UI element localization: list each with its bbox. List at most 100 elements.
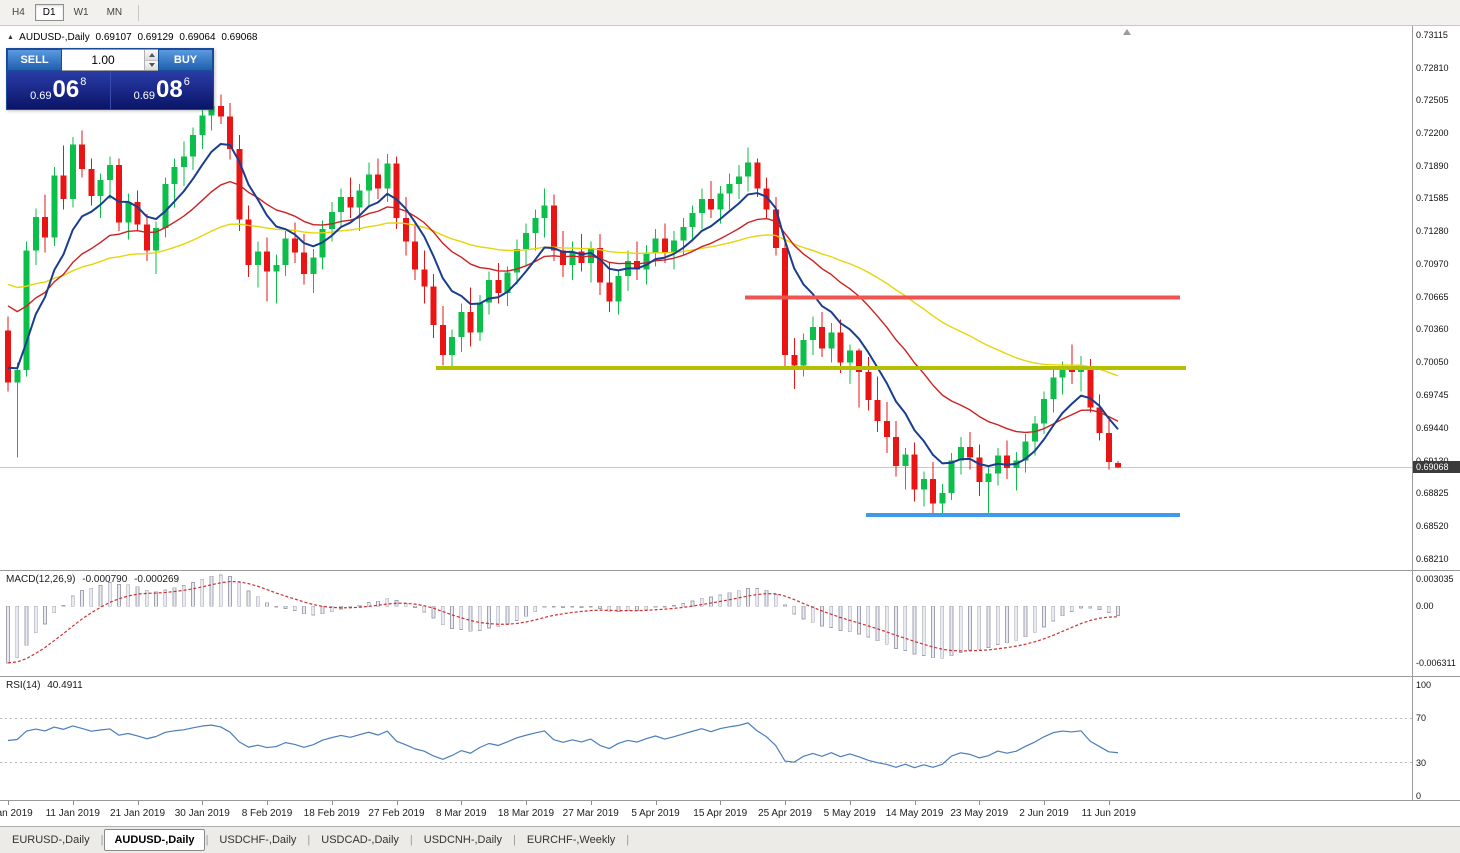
timeframe-button-d1[interactable]: D1 (34, 4, 64, 21)
rsi-axis-label: 0 (1416, 791, 1422, 801)
macd-axis[interactable]: 0.003035 0.00 -0.006311 (1412, 571, 1460, 676)
date-axis-label: 5 May 2019 (823, 808, 876, 819)
price-axis-label: 0.69440 (1416, 422, 1449, 433)
rsi-axis-label: 70 (1416, 713, 1427, 724)
macd-axis-label: 0.003035 (1416, 574, 1454, 584)
tab-separator: | (100, 834, 104, 846)
chart-tab-audusd-daily[interactable]: AUDUSD-,Daily (104, 829, 205, 851)
toolbar-separator (138, 4, 140, 21)
date-tick (396, 801, 398, 805)
macd-plot[interactable]: MACD(12,26,9) -0.000790 -0.000269 (0, 571, 1412, 676)
rsi-axis[interactable]: 100 70 30 0 (1412, 677, 1460, 801)
tab-separator: | (307, 834, 311, 846)
trade-panel-prices: 0.69 06 8 0.69 08 6 (7, 71, 213, 109)
date-axis-label: 14 May 2019 (885, 808, 944, 819)
price-axis-label: 0.72810 (1416, 62, 1449, 73)
timeframe-toolbar: H4 D1 W1 MN (0, 0, 1460, 26)
date-axis-label: 27 Mar 2019 (562, 808, 619, 819)
chart-title: ▲ AUDUSD-,Daily 0.69107 0.69129 0.69064 … (7, 32, 260, 43)
volume-up-icon[interactable] (145, 50, 158, 61)
chart-tab-eurchf-weekly[interactable]: EURCHF-,Weekly (526, 834, 616, 846)
date-tick (8, 801, 9, 805)
ohlc-high: 0.69129 (137, 32, 174, 43)
volume-spinner (144, 50, 158, 70)
rsi-axis-label: 30 (1416, 757, 1427, 768)
date-axis-label: 25 Apr 2019 (758, 808, 812, 819)
date-tick (785, 801, 786, 805)
macd-signal-value: -0.000269 (134, 574, 180, 585)
tab-separator: | (205, 834, 209, 846)
date-tick (202, 801, 204, 805)
price-axis-label: 0.72200 (1416, 127, 1449, 138)
rsi-pane: RSI(14) 40.4911 100 70 30 0 (0, 676, 1460, 801)
macd-canvas[interactable] (0, 571, 1412, 676)
date-tick (849, 801, 851, 805)
chart-tab-usdcad-daily[interactable]: USDCAD-,Daily (321, 834, 399, 846)
trade-panel-top-row: SELL 1.00 BUY (7, 49, 213, 71)
date-tick (72, 801, 74, 805)
date-axis-label: 18 Mar 2019 (497, 808, 555, 819)
rsi-label: RSI(14) (6, 680, 41, 691)
rsi-plot[interactable]: RSI(14) 40.4911 (0, 677, 1412, 800)
date-axis-label: 23 May 2019 (950, 808, 1009, 819)
bid-price-tag: 0.69068 (1413, 461, 1460, 474)
date-tick (1044, 801, 1045, 805)
buy-price-prefix: 0.69 (133, 90, 156, 102)
price-axis-label: 0.68520 (1416, 520, 1449, 531)
price-axis-label: 0.71280 (1416, 226, 1449, 237)
price-axis-label: 0.70360 (1416, 324, 1449, 335)
macd-main-value: -0.000790 (82, 574, 128, 585)
timeframe-button-mn[interactable]: MN (99, 4, 131, 21)
buy-button[interactable]: BUY (158, 49, 213, 71)
date-axis-label: 8 Feb 2019 (241, 808, 293, 819)
timeframe-button-h4[interactable]: H4 (4, 4, 33, 21)
date-tick (461, 801, 463, 805)
chart-symbol-period: AUDUSD-,Daily (19, 32, 90, 43)
date-axis[interactable]: 2 Jan 2019 11 Jan 2019 21 Jan 2019 30 Jan 2… (0, 800, 1460, 826)
price-axis-label: 0.69130 (1416, 456, 1449, 466)
macd-axis-label: 0.00 (1416, 601, 1434, 612)
date-tick (720, 801, 722, 805)
chart-shift-marker-icon[interactable] (1123, 29, 1131, 35)
date-tick (137, 801, 139, 805)
date-axis-label: 11 Jun 2019 (1081, 808, 1136, 819)
sell-price-sup: 8 (80, 76, 87, 88)
rsi-canvas[interactable] (0, 677, 1412, 800)
rsi-axis-label: 100 (1416, 680, 1432, 690)
volume-field[interactable]: 1.00 (62, 49, 158, 71)
date-tick (590, 801, 592, 805)
date-tick (914, 801, 916, 805)
buy-price[interactable]: 0.69 08 6 (111, 71, 214, 109)
price-axis-label: 0.71890 (1416, 160, 1449, 171)
price-axis-label: 0.70665 (1416, 291, 1449, 302)
buy-price-big: 08 (156, 76, 183, 103)
macd-axis-label: -0.006311 (1416, 658, 1456, 668)
price-plot[interactable]: ▲ AUDUSD-,Daily 0.69107 0.69129 0.69064 … (0, 26, 1412, 570)
date-tick (1108, 801, 1110, 805)
chart-tab-usdchf-daily[interactable]: USDCHF-,Daily (219, 834, 297, 846)
sell-button[interactable]: SELL (7, 49, 62, 71)
price-chart-canvas[interactable] (0, 26, 1412, 570)
chart-tab-usdcnh-daily[interactable]: USDCNH-,Daily (423, 834, 502, 846)
date-tick (526, 801, 527, 805)
price-axis-label: 0.70050 (1416, 357, 1449, 368)
date-axis-label: 18 Feb 2019 (303, 808, 360, 819)
sell-price[interactable]: 0.69 06 8 (7, 71, 111, 109)
chart-tab-eurusd-daily[interactable]: EURUSD-,Daily (12, 834, 90, 846)
volume-value[interactable]: 1.00 (91, 53, 115, 67)
chart-marker-icon: ▲ (7, 34, 14, 41)
date-tick (655, 801, 657, 805)
buy-price-sup: 6 (183, 76, 190, 88)
date-axis-label: 15 Apr 2019 (693, 808, 748, 819)
ohlc-close: 0.69068 (221, 32, 258, 43)
tab-separator: | (409, 834, 413, 846)
price-axis-label: 0.68210 (1416, 554, 1449, 564)
sell-price-big: 06 (52, 76, 80, 103)
timeframe-button-w1[interactable]: W1 (66, 4, 97, 21)
volume-down-icon[interactable] (145, 60, 158, 70)
price-axis[interactable]: 0.69068 0.73115 0.72810 0.72505 0.72200 0.71… (1412, 26, 1460, 570)
date-axis-label: 5 Apr 2019 (631, 808, 680, 819)
date-axis-label: 11 Jan 2019 (45, 808, 100, 819)
rsi-label-row: RSI(14) 40.4911 (6, 680, 87, 691)
